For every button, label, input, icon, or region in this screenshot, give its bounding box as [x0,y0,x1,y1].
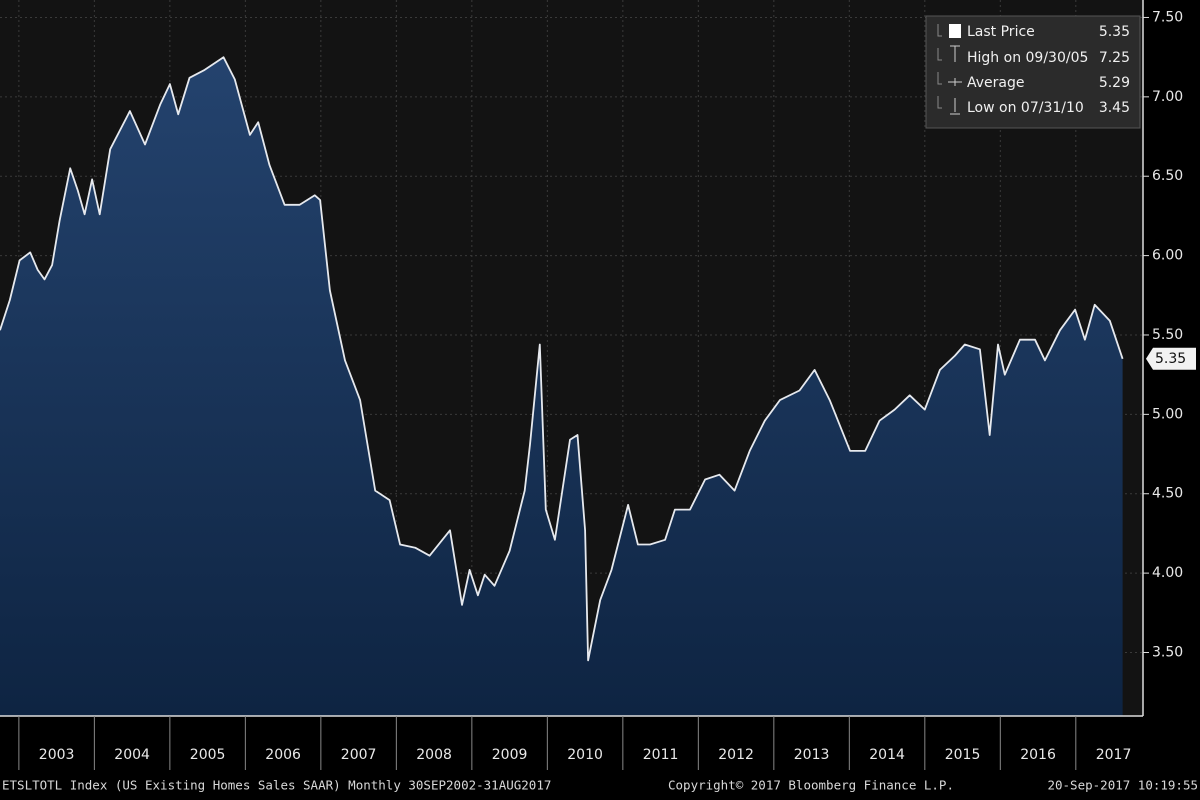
y-tick-label: 6.00 [1152,248,1183,264]
x-tick-label: 2009 [492,747,528,763]
footer-copyright: Copyright© 2017 Bloomberg Finance L.P. [668,778,954,793]
y-tick-label: 7.50 [1152,9,1183,25]
line [0,56,1124,662]
x-tick-label: 2004 [114,747,150,763]
legend-value: 3.45 [1099,100,1130,116]
x-tick-label: 2014 [869,747,905,763]
x-tick-label: 2005 [190,747,226,763]
legend: Last Price 5.35 High on 09/30/05 7.25 Av… [925,15,1141,129]
y-tick-label: 4.00 [1152,565,1183,581]
legend-icon [949,24,961,38]
legend-label: Average [967,75,1025,91]
last-price-label: 5.35 [1155,351,1186,367]
x-tick-label: 2008 [416,747,452,763]
legend-icon [937,24,942,109]
x-tick-label: 2012 [718,747,754,763]
x-tick-label: 2010 [567,747,603,763]
last-price-tag [1146,347,1196,370]
legend-value: 7.25 [1099,50,1130,66]
x-tick-label: 2011 [643,747,679,763]
footer-timestamp: 20-Sep-2017 10:19:55 [1047,778,1198,793]
legend-box [925,15,1141,129]
y-tick-label: 5.50 [1152,327,1183,343]
footer-source: ETSLTOTL Index (US Existing Homes Sales … [2,778,551,793]
x-tick-label: 2006 [265,747,301,763]
legend-icon [948,78,962,86]
legend-value: 5.35 [1099,24,1130,40]
y-tick-label: 5.00 [1152,406,1183,422]
legend-label: Last Price [967,24,1035,40]
legend-label: Low on 07/31/10 [967,100,1084,116]
x-tick-label: 2016 [1020,747,1056,763]
legend-icon [950,98,960,115]
x-tick-label: 2003 [39,747,75,763]
legend-value: 5.29 [1099,75,1130,91]
y-tick-label: 3.50 [1152,644,1183,660]
x-tick-label: 2017 [1096,747,1132,763]
x-tick-label: 2015 [945,747,981,763]
x-tick-label: 2013 [794,747,830,763]
x-tick-label: 2007 [341,747,377,763]
y-tick-label: 4.50 [1152,486,1183,502]
area [0,57,1123,716]
legend-icon [950,45,960,62]
legend-label: High on 09/30/05 [967,50,1088,66]
y-tick-label: 7.00 [1152,89,1183,105]
y-tick-label: 6.50 [1152,168,1183,184]
